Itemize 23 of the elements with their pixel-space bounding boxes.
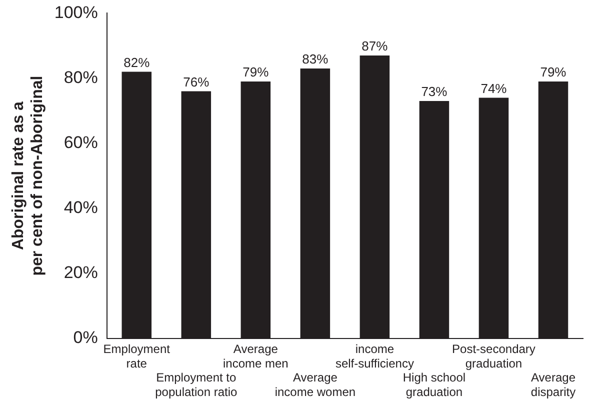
y-tick-label: 100%	[54, 2, 98, 22]
y-tick-label: 0%	[73, 328, 98, 348]
x-tick-label: Average income men	[222, 342, 288, 370]
x-tick-label: income self-sufficiency	[335, 342, 414, 370]
data-label: 79%	[540, 64, 567, 80]
data-label: 87%	[362, 38, 388, 54]
y-tick-label: 80%	[64, 68, 98, 87]
x-tick-label: Employment rate	[103, 342, 171, 370]
data-label: 83%	[302, 52, 329, 67]
data-label: 82%	[124, 54, 150, 70]
x-tick-label: Average disparity	[530, 370, 576, 400]
x-tick-label: High school graduation	[402, 370, 466, 400]
data-label: 76%	[183, 74, 210, 90]
x-tick-label: Average income women	[274, 370, 356, 400]
data-label: 79%	[242, 64, 270, 80]
x-tick-label: Employment to population ratio	[155, 370, 238, 400]
x-tick-label: Post-secondary graduation	[452, 342, 536, 370]
y-axis-title: Aboriginal rate as a per cent of non-Aboriginal	[10, 76, 46, 276]
y-tick-label: 20%	[64, 263, 98, 282]
y-tick-label: 40%	[64, 198, 98, 218]
y-tick-label: 60%	[64, 132, 98, 152]
data-label: 74%	[480, 80, 508, 96]
data-label: 73%	[421, 84, 448, 100]
